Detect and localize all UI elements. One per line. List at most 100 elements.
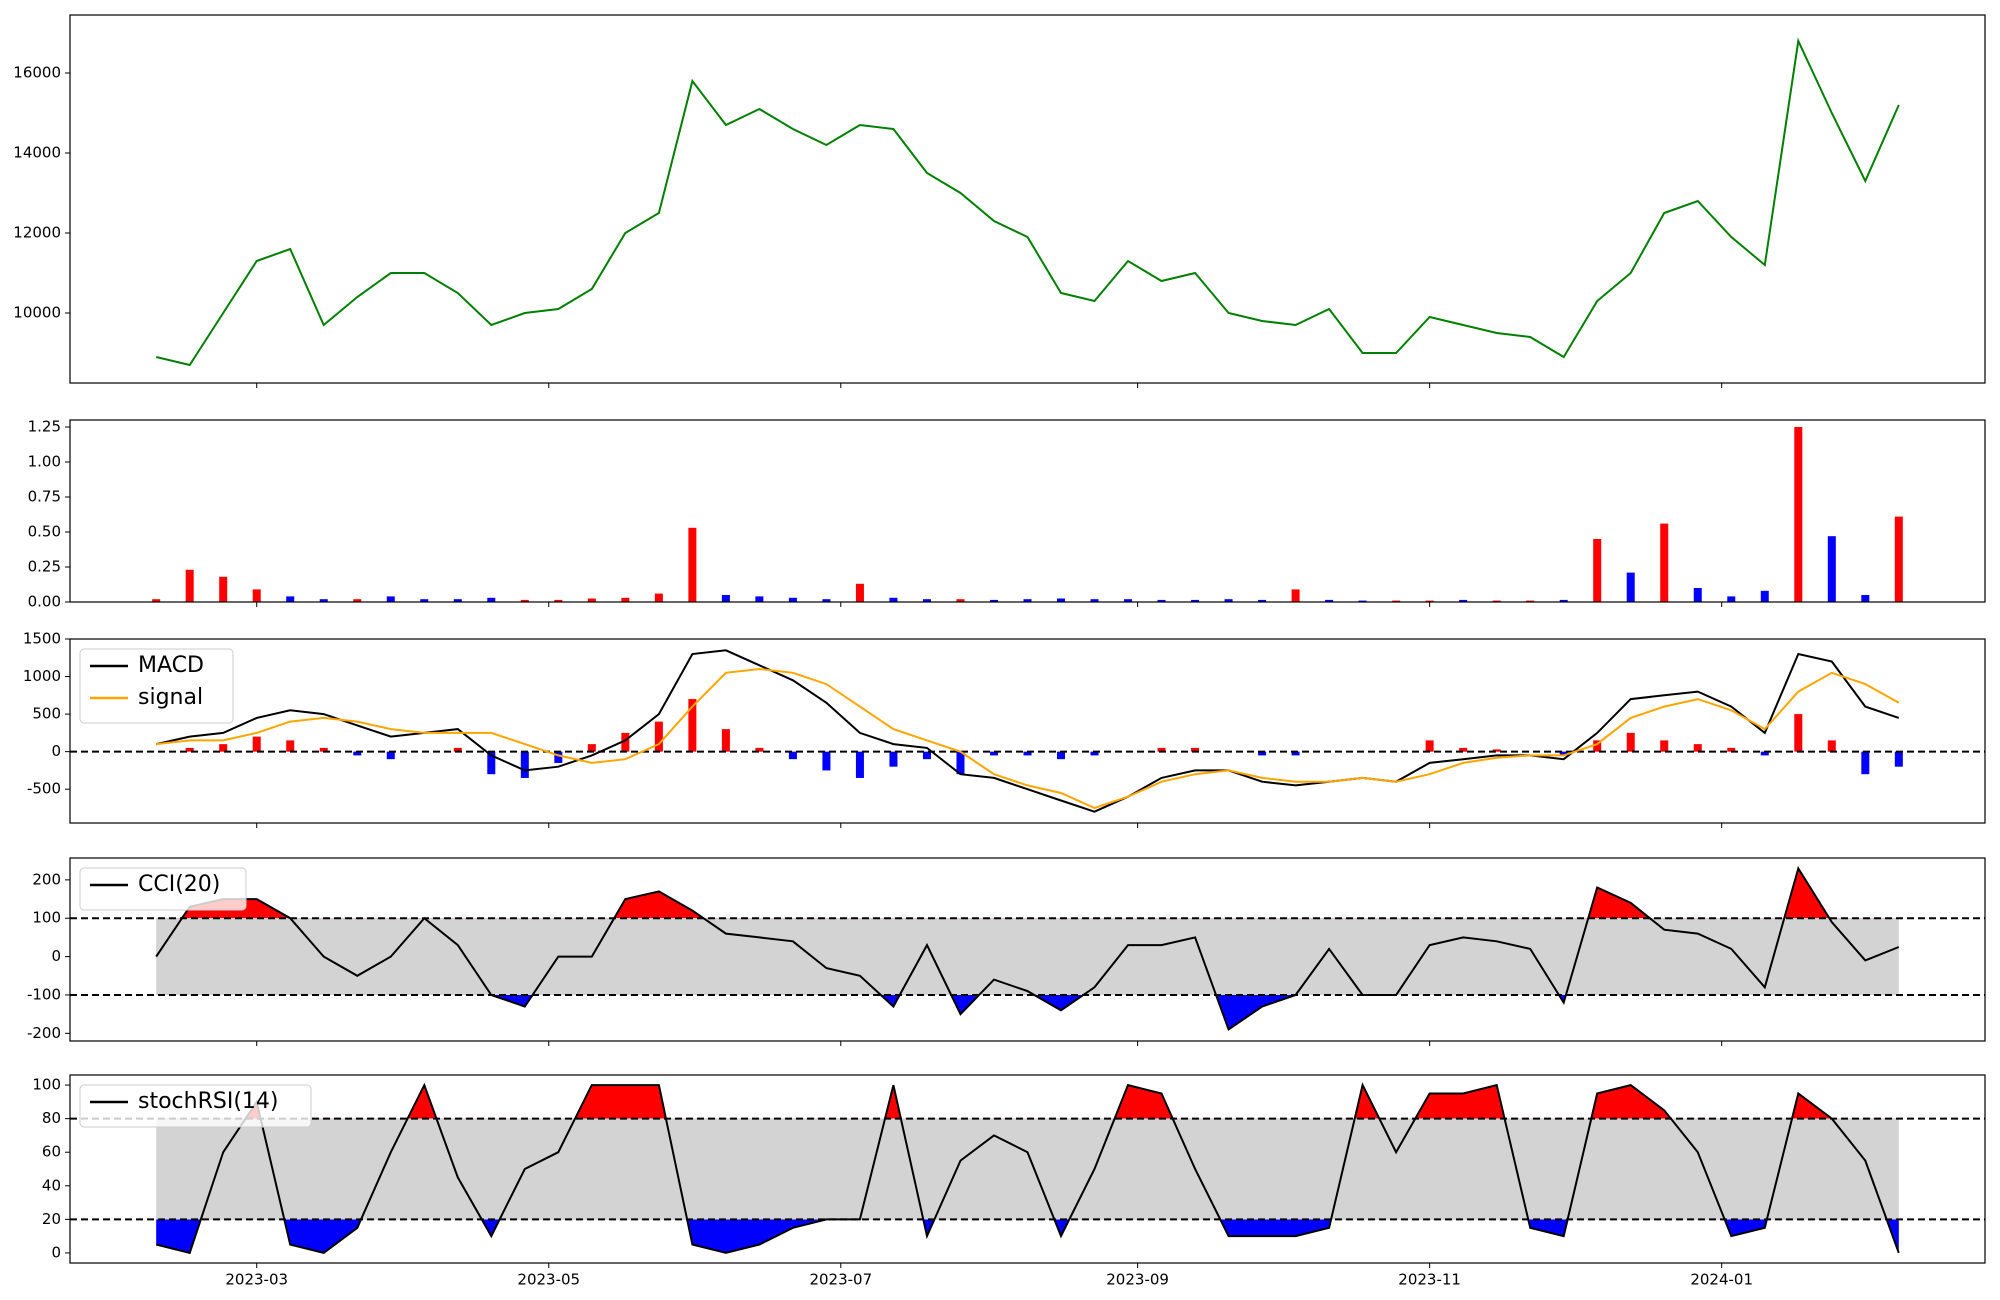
- histogram-bar: [1191, 747, 1200, 752]
- volume-bar: [487, 597, 496, 602]
- histogram-bar: [1827, 740, 1836, 752]
- histogram-bar: [621, 732, 630, 752]
- volume-bar: [286, 596, 295, 602]
- histogram-bar: [956, 751, 965, 775]
- volume-bar: [1124, 599, 1133, 602]
- volume-bar: [1894, 516, 1903, 602]
- volume-bar: [554, 599, 563, 602]
- legend: stochRSI(14): [79, 1084, 312, 1128]
- y-tick-label: 1.25: [28, 418, 61, 436]
- volume-bar: [1727, 596, 1736, 602]
- histogram-bar: [487, 751, 496, 775]
- histogram-bar: [1492, 749, 1501, 752]
- volume-bar: [587, 598, 596, 602]
- histogram-bar: [1660, 740, 1669, 752]
- y-tick-label: 0.75: [28, 488, 61, 506]
- x-tick-label: 2023-03: [225, 1271, 288, 1289]
- histogram-bar: [1559, 751, 1568, 756]
- volume-bar: [1157, 599, 1166, 602]
- volume-bar: [688, 527, 697, 602]
- neutral-band: [156, 918, 1899, 995]
- histogram-bar: [721, 729, 730, 752]
- volume-bar: [319, 599, 328, 602]
- histogram-bar: [788, 751, 797, 760]
- histogram-bar: [1626, 732, 1635, 752]
- volume-bar: [1660, 523, 1669, 602]
- panel: [155, 37, 1900, 367]
- y-tick-label: 0: [51, 742, 61, 760]
- volume-bar: [1760, 590, 1769, 602]
- volume-bar: [822, 599, 831, 602]
- histogram-bar: [755, 747, 764, 752]
- x-tick-label: 2024-01: [1690, 1271, 1753, 1289]
- histogram-bar: [1693, 744, 1702, 752]
- histogram-bar: [219, 744, 228, 752]
- volume-bar: [1057, 598, 1066, 602]
- histogram-bar: [822, 751, 831, 771]
- axes-frame: [69, 14, 1986, 384]
- x-tick-label: 2023-07: [809, 1271, 872, 1289]
- volume-bar: [956, 599, 965, 602]
- y-tick-label: 0.25: [28, 558, 61, 576]
- panel: 1e7: [152, 427, 1903, 602]
- volume-bar: [1626, 572, 1635, 602]
- y-tick-label: -500: [27, 780, 61, 798]
- y-tick-label: 16000: [13, 64, 61, 82]
- histogram-bar: [587, 744, 596, 752]
- histogram-bar: [1861, 751, 1870, 775]
- x-tick-label: 2023-05: [517, 1271, 580, 1289]
- legend-label: MACD: [138, 653, 204, 678]
- neutral-band: [156, 1118, 1899, 1220]
- panel: MACD signal: [70, 648, 1985, 813]
- histogram-bar: [185, 747, 194, 752]
- volume-bar: [219, 576, 228, 602]
- panel: stochRSI(14): [70, 1082, 1985, 1255]
- y-tick-label: 1000: [23, 667, 61, 685]
- volume-bar: [721, 595, 730, 602]
- y-tick-label: 1500: [23, 630, 61, 648]
- histogram-bar: [1760, 751, 1769, 756]
- legend-frame: [79, 1084, 312, 1128]
- y-tick-label: 0: [51, 1243, 61, 1261]
- volume-bar: [755, 596, 764, 602]
- legend-frame: [79, 867, 247, 911]
- legend: MACD signal: [79, 648, 234, 724]
- volume-bar: [1693, 588, 1702, 602]
- y-tick-label: 1.00: [28, 453, 61, 471]
- axes-frame: [69, 419, 1986, 603]
- y-tick-label: 0: [51, 947, 61, 965]
- volume-bar: [453, 599, 462, 602]
- indicator-line: [156, 667, 1900, 810]
- histogram-bar: [1090, 751, 1099, 756]
- volume-bar: [1392, 600, 1401, 602]
- volume-bar: [922, 599, 931, 602]
- histogram-bar: [688, 699, 697, 752]
- volume-bar: [386, 596, 395, 602]
- volume-bar: [1291, 589, 1300, 602]
- y-tick-label: 100: [32, 1076, 61, 1094]
- axes-frame: [69, 857, 1986, 1042]
- histogram-bar: [1459, 747, 1468, 752]
- indicator-line: [155, 1082, 1900, 1255]
- volume-bar: [855, 583, 864, 602]
- volume-bar: [1827, 536, 1836, 602]
- histogram-bar: [889, 751, 898, 767]
- x-tick-label: 2023-09: [1106, 1271, 1169, 1289]
- histogram-bar: [1057, 751, 1066, 760]
- axes-frame: [69, 638, 1986, 824]
- volume-bar: [989, 599, 998, 602]
- overbought-fill: [156, 1085, 1899, 1119]
- volume-bar: [1425, 600, 1434, 602]
- volume-bar: [1526, 600, 1535, 602]
- axes-frame: [69, 1074, 1986, 1264]
- y-tick-label: 60: [42, 1143, 61, 1161]
- histogram-bar: [1593, 740, 1602, 752]
- histogram-bar: [252, 736, 261, 752]
- volume-bar: [1023, 599, 1032, 602]
- histogram-bar: [1291, 751, 1300, 756]
- y-tick-label: 80: [42, 1109, 61, 1127]
- volume-bar: [621, 597, 630, 602]
- volume-bar: [1593, 539, 1602, 602]
- oversold-fill: [156, 1219, 1899, 1253]
